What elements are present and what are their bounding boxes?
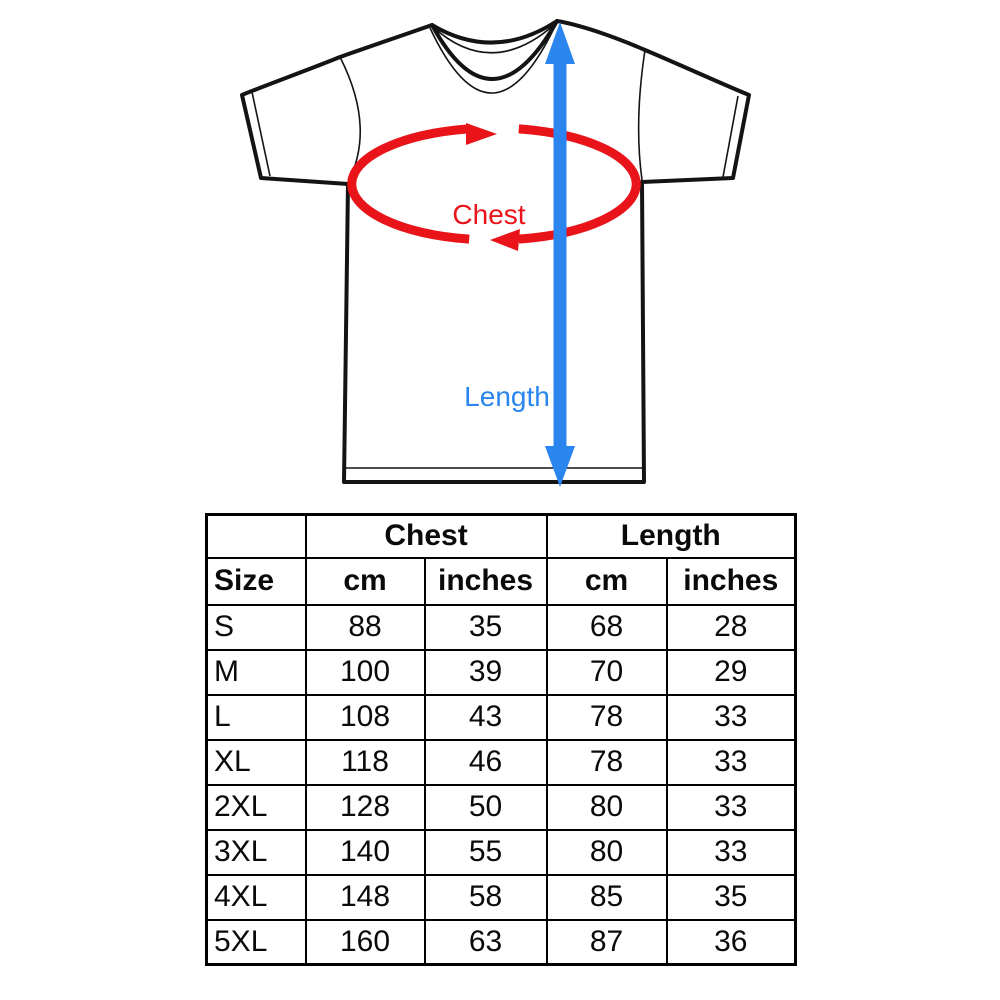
col-header-length-cm: cm	[545, 556, 668, 606]
table-row-2xl: 2XL 128 50 80 33	[205, 783, 797, 831]
table-group-header-row: Chest Length	[205, 513, 797, 559]
chest-inches-cell: 50	[423, 783, 548, 831]
size-cell: 3XL	[205, 828, 307, 876]
chest-arrowhead-left-icon	[490, 229, 520, 251]
size-cell: 5XL	[205, 918, 307, 966]
chest-cm-cell: 128	[304, 783, 426, 831]
length-measure-arrow	[545, 22, 575, 487]
tshirt-diagram: Chest Length	[240, 19, 751, 487]
length-inches-cell: 28	[665, 603, 797, 651]
right-cuff-line	[722, 95, 739, 178]
length-inches-cell: 33	[665, 828, 797, 876]
right-armhole-seam	[637, 49, 646, 181]
col-header-length-inches: inches	[665, 556, 797, 606]
chest-cm-cell: 108	[304, 693, 426, 741]
length-cm-cell: 68	[545, 603, 668, 651]
chest-cm-cell: 160	[304, 918, 426, 966]
tshirt-outline	[240, 19, 751, 484]
size-cell: XL	[205, 738, 307, 786]
table-row-xl: XL 118 46 78 33	[205, 738, 797, 786]
length-cm-cell: 78	[545, 738, 668, 786]
chest-inches-cell: 43	[423, 693, 548, 741]
chest-arrowhead-right-icon	[466, 123, 497, 145]
length-cm-cell: 70	[545, 648, 668, 696]
chest-cm-cell: 88	[304, 603, 426, 651]
chest-arc-left	[347, 124, 470, 244]
tshirt-body-shape	[240, 19, 751, 484]
chest-inches-cell: 35	[423, 603, 548, 651]
table-sub-header-row: Size cm inches cm inches	[205, 556, 797, 606]
length-cm-cell: 85	[545, 873, 668, 921]
table-row-5xl: 5XL 160 63 87 36	[205, 918, 797, 966]
length-cm-cell: 78	[545, 693, 668, 741]
size-table-container: Chest Length Size cm inches cm inches S …	[205, 513, 798, 966]
length-cm-cell: 87	[545, 918, 668, 966]
size-cell: S	[205, 603, 307, 651]
col-header-chest-cm: cm	[304, 556, 426, 606]
length-cm-cell: 80	[545, 828, 668, 876]
table-row-s: S 88 35 68 28	[205, 603, 797, 651]
col-header-size: Size	[205, 556, 307, 606]
chest-inches-cell: 55	[423, 828, 548, 876]
size-cell: 4XL	[205, 873, 307, 921]
length-arrow-shaft	[553, 58, 567, 450]
size-cell: L	[205, 693, 307, 741]
length-inches-cell: 33	[665, 693, 797, 741]
length-arrowhead-down-icon	[545, 446, 575, 487]
length-inches-cell: 33	[665, 783, 797, 831]
size-table: Chest Length Size cm inches cm inches S …	[205, 513, 798, 966]
corner-empty-cell	[205, 513, 307, 559]
chest-inches-cell: 39	[423, 648, 548, 696]
collar-inner-line	[432, 23, 556, 54]
table-row-l: L 108 43 78 33	[205, 693, 797, 741]
chest-cm-cell: 148	[304, 873, 426, 921]
table-row-4xl: 4XL 148 58 85 35	[205, 873, 797, 921]
chest-cm-cell: 100	[304, 648, 426, 696]
length-label: Length	[464, 381, 550, 412]
size-cell: 2XL	[205, 783, 307, 831]
collar-seam-line	[429, 23, 557, 94]
length-inches-cell: 36	[665, 918, 797, 966]
size-cell: M	[205, 648, 307, 696]
col-header-chest-inches: inches	[423, 556, 548, 606]
table-row-m: M 100 39 70 29	[205, 648, 797, 696]
length-inches-cell: 33	[665, 738, 797, 786]
chest-inches-cell: 58	[423, 873, 548, 921]
length-cm-cell: 80	[545, 783, 668, 831]
chest-label: Chest	[452, 199, 525, 230]
group-header-chest: Chest	[304, 513, 548, 559]
table-row-3xl: 3XL 140 55 80 33	[205, 828, 797, 876]
chest-arc-right	[518, 124, 641, 244]
length-inches-cell: 35	[665, 873, 797, 921]
group-header-length: Length	[545, 513, 797, 559]
length-arrowhead-up-icon	[545, 22, 575, 64]
chest-measure-ellipse	[347, 123, 641, 251]
length-inches-cell: 29	[665, 648, 797, 696]
left-cuff-line	[251, 91, 271, 177]
chest-cm-cell: 118	[304, 738, 426, 786]
chest-cm-cell: 140	[304, 828, 426, 876]
collar-front-arc	[430, 19, 559, 81]
chest-inches-cell: 63	[423, 918, 548, 966]
chest-inches-cell: 46	[423, 738, 548, 786]
